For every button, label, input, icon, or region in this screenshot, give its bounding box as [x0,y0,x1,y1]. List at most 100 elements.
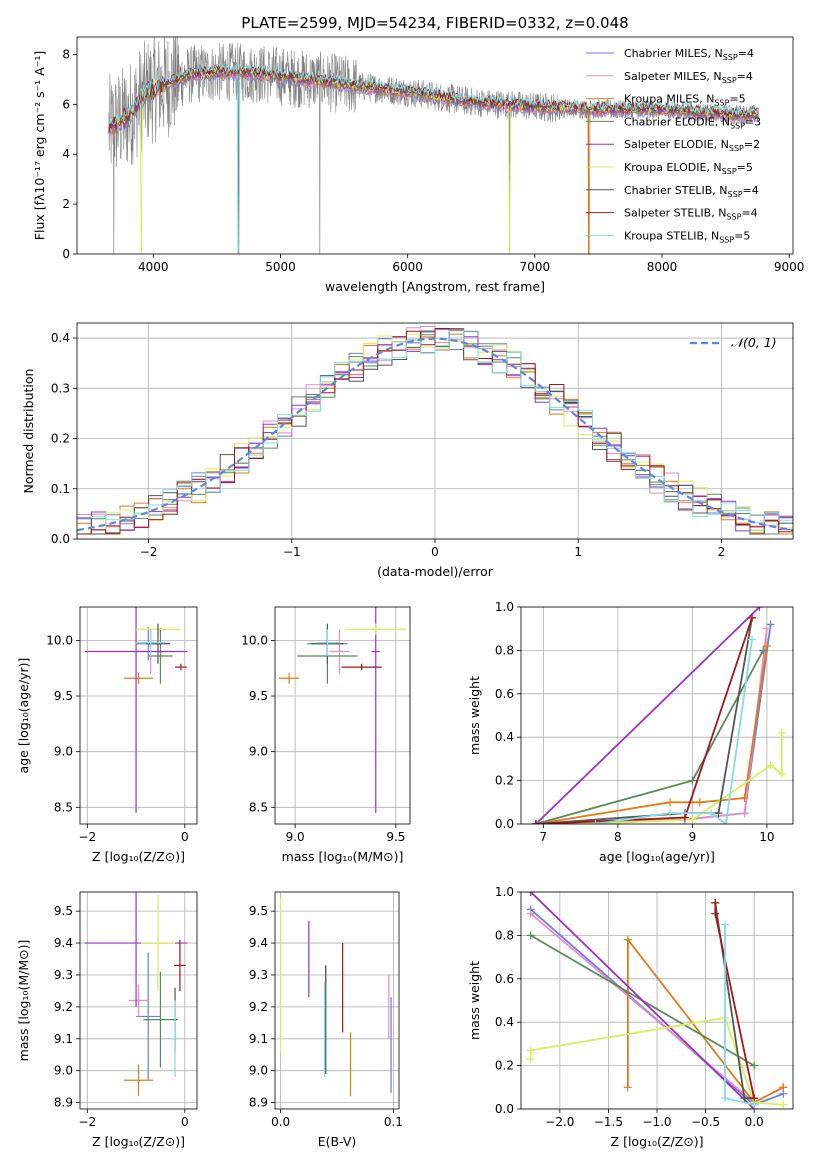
x-axis-label: Z [log₁₀(Z/Z⊙)] [92,1134,185,1149]
series-marker [777,770,786,779]
x-tick-label: −2 [78,830,96,844]
panel-age_vs_Z: −2 0 8.5 9.0 9.5 10.0 Z [log₁₀(Z/Z⊙)] age [log₁… [16,606,198,864]
x-tick-label: 9000 [774,260,805,274]
series-marker [526,909,535,918]
spectrum-legend: Chabrier MILES, NSSP=4 Salpeter MILES, NS… [586,47,761,244]
y-tick-label: 9.4 [249,936,268,950]
x-tick-label: −0.5 [691,1115,720,1129]
panel-mass_vs_Z: −2 0 8.9 9.0 9.1 9.2 9.3 9.4 9.5 Z [log₁₀(Z/Z⊙)] m… [16,891,198,1149]
y-tick-label: 9.3 [54,968,73,982]
y-tick-label: 0.6 [495,972,514,986]
errorbar-point [174,939,186,991]
y-tick-label: 1.0 [495,600,514,614]
y-tick-label: 0.8 [495,643,514,657]
y-tick-label: 0.0 [495,1102,514,1116]
x-tick-label: −1 [283,545,301,559]
y-tick-label: 0.8 [495,928,514,942]
errorbar-point [371,607,380,813]
series-marker [740,793,749,802]
x-tick-label: 8 [614,830,622,844]
series-marker [759,646,768,655]
panel-residuals: −2 −1 0 1 2 0.0 0.1 0.2 0.3 0.4 (data-model)/error… [21,322,794,579]
errorbar-point [172,1000,178,1078]
errorbar-point [345,623,406,635]
series-marker [762,624,771,633]
y-axis-label: age [log₁₀(age/yr)] [16,658,31,774]
series-line [535,624,772,824]
plot-area [84,892,188,1097]
axes-frame [76,36,794,255]
panel-age_vs_mass: 9.0 9.5 8.5 9.0 9.5 10.0 mass [log₁₀(M/M⊙)] [241,606,411,864]
y-tick-label: 0.4 [495,730,514,744]
panel-mass_weight_vs_Z: −2.0 −1.5 −1.0 −0.5 0.0 0.0 0.2 0.4 0.6 0.8 1.0 Z [… [467,885,794,1149]
series-marker [688,815,697,824]
y-tick-label: 9.3 [249,968,268,982]
y-tick-label: 0.3 [51,381,70,395]
x-tick-label: 0 [181,830,189,844]
y-tick-label: 0.2 [51,432,70,446]
series-marker [740,809,749,818]
x-tick-label: 4000 [138,260,169,274]
x-tick-label: −2 [78,1115,96,1129]
y-tick-label: 0.2 [495,774,514,788]
axes-frame [76,322,794,540]
series-marker [748,635,757,644]
series-marker [526,892,535,896]
errorbar-point [145,623,171,664]
y-axis-label: mass weight [467,961,482,1040]
y-tick-label: 0.6 [495,687,514,701]
series-marker [721,820,730,824]
figure-title: PLATE=2599, MJD=54234, FIBERID=0332, z=0… [241,14,628,32]
errorbar-point [279,672,300,684]
series-marker [721,1094,729,1103]
plot-area [280,898,392,1097]
x-tick-label: 2 [718,545,726,559]
y-tick-label: 9.0 [54,745,73,759]
errorbar-point [329,629,350,674]
gaussian-legend-label: 𝒩(0, 1) [731,335,777,350]
histogram-step-line [77,328,793,535]
axes-frame [274,606,411,825]
errorbar-point [143,971,178,1068]
y-tick-label: 8 [62,47,70,61]
x-tick-label: 0 [431,545,439,559]
series-marker [623,1083,632,1092]
x-tick-label: 9 [689,830,697,844]
series-line [530,892,755,1109]
gaussian-curve [77,337,793,532]
errorbar-point [140,895,176,991]
errorbar-point [123,1064,154,1097]
errorbar-point [84,607,188,813]
legend-entry-label: Kroupa ELODIE, NSSP=5 [624,161,753,176]
x-axis-label: Z [log₁₀(Z/Z⊙)] [611,1134,704,1149]
y-axis-label: Normed distribution [21,369,36,494]
series-marker [526,1046,535,1055]
spectrum-model-line [108,62,758,254]
x-tick-label: −2 [140,545,158,559]
series-marker [623,935,632,944]
errorbar-point [175,663,187,671]
y-tick-label: 9.0 [54,1064,73,1078]
series-marker [748,613,757,622]
x-tick-label: 9.0 [286,830,305,844]
y-axis-label: mass [log₁₀(M/M⊙)] [16,940,31,1062]
plot-area [108,37,759,254]
series-line [714,902,755,1099]
series-marker [526,1055,535,1064]
y-tick-label: 9.2 [54,1000,73,1014]
axes-frame [274,891,400,1110]
series-marker [714,809,723,818]
legend-entry-label: Kroupa MILES, NSSP=5 [624,93,746,108]
x-tick-label: 0.1 [384,1115,403,1129]
y-tick-label: 8.5 [54,800,73,814]
y-tick-label: 9.0 [249,745,268,759]
y-tick-label: 0.1 [51,482,70,496]
x-axis-label: mass [log₁₀(M/M⊙)] [282,849,404,864]
series-marker [531,820,540,824]
plot-area [279,607,406,813]
y-tick-label: 0 [62,247,70,261]
errorbar-point [341,663,382,671]
y-tick-label: 9.5 [54,904,73,918]
series-marker [666,798,675,807]
series-marker [777,728,786,737]
